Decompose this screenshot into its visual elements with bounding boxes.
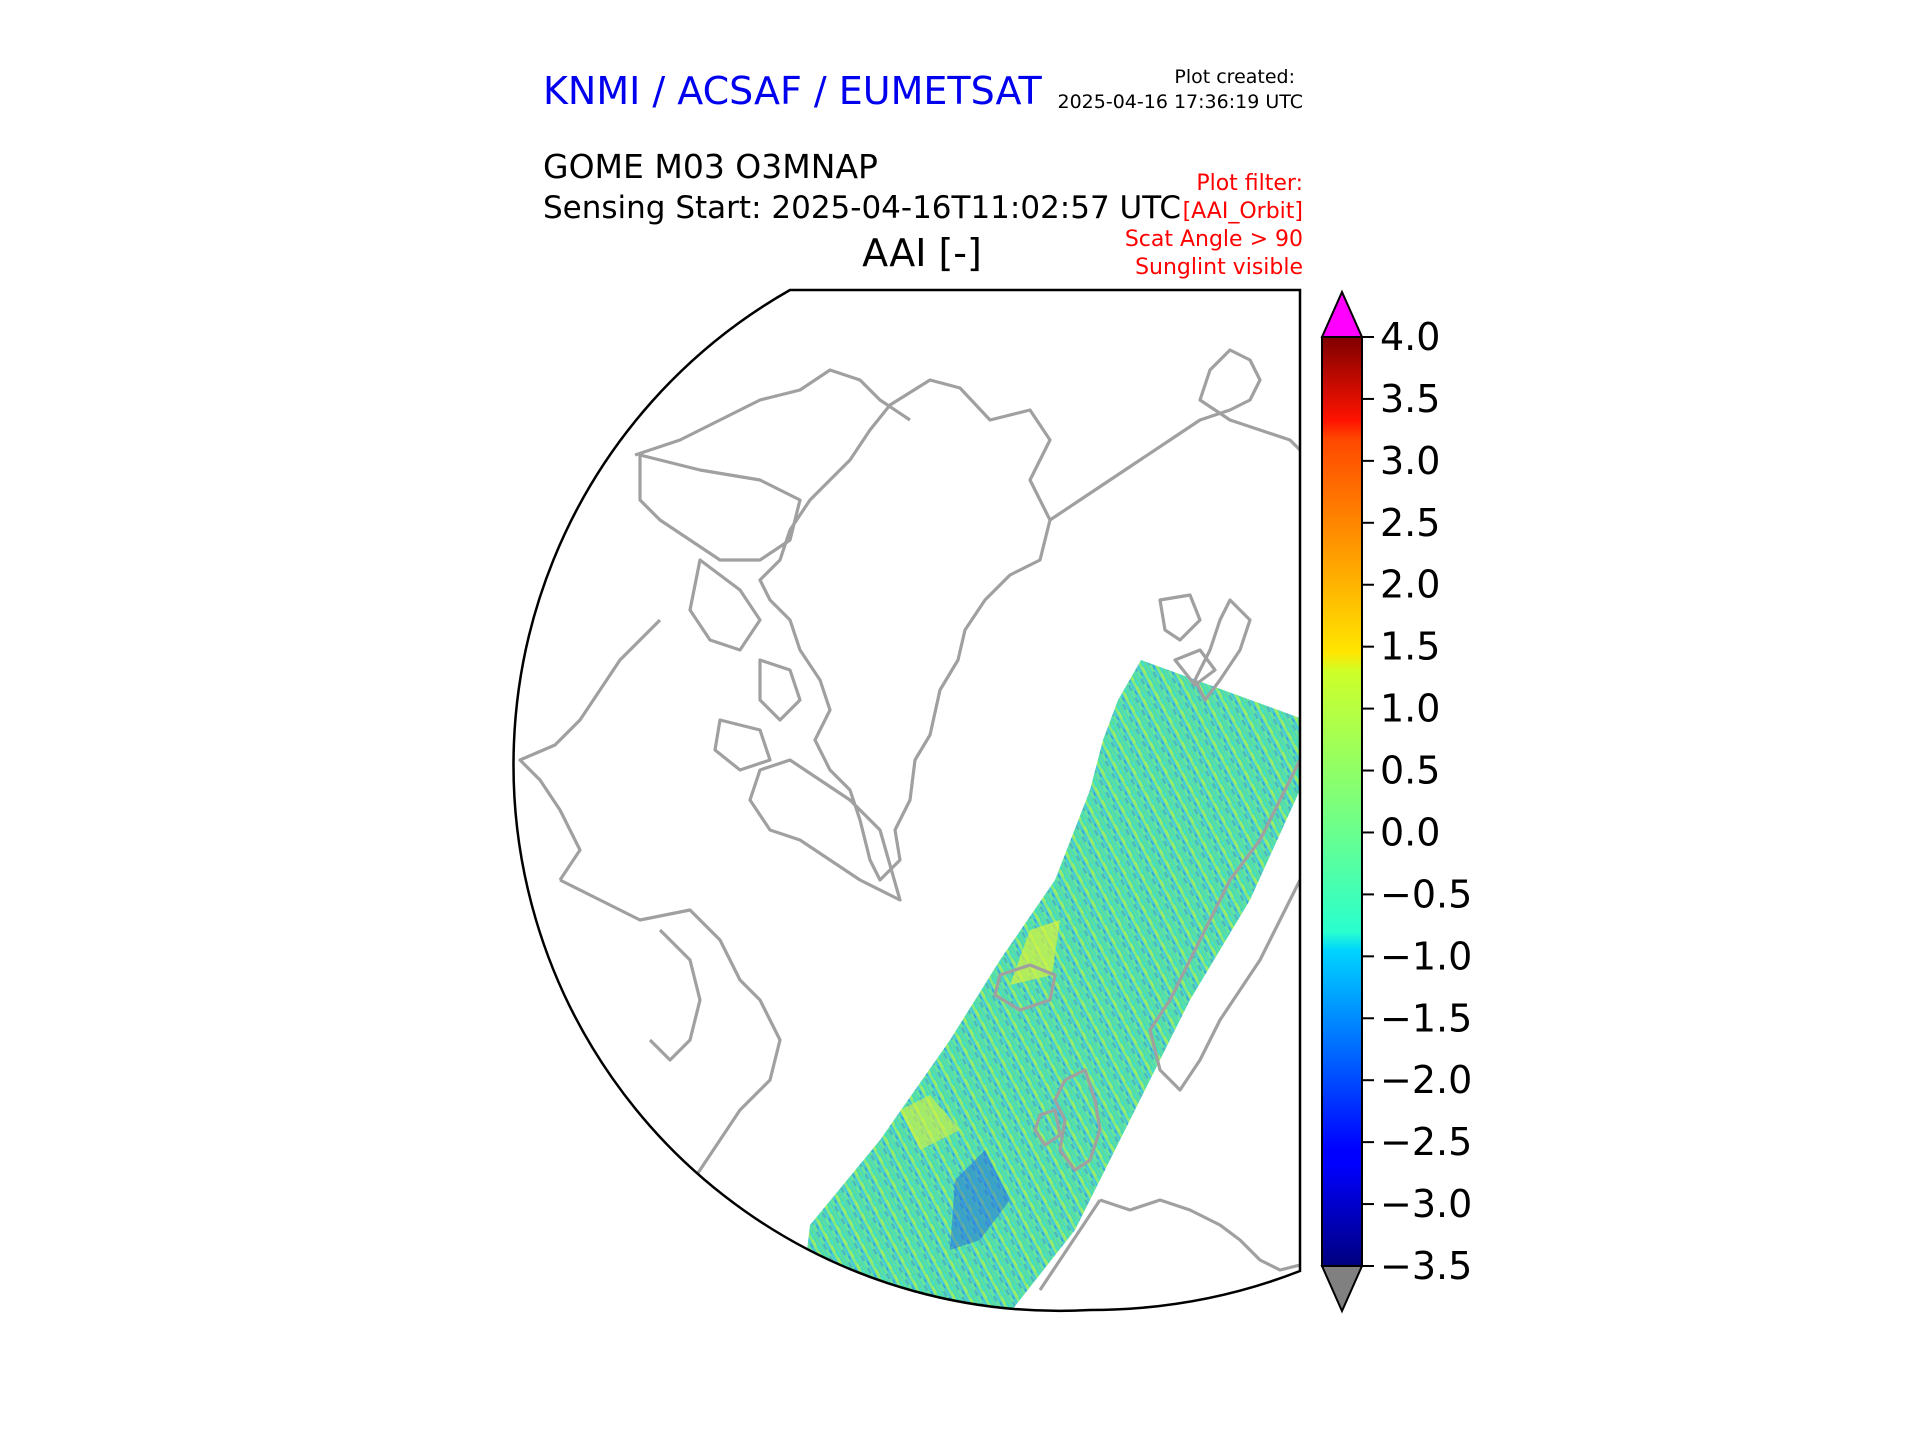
map-boundary bbox=[512, 288, 1302, 1313]
coastline-british-isles bbox=[1033, 1068, 1102, 1172]
map-area bbox=[518, 290, 1300, 1311]
colorbar-ticks: 4.0 3.5 3.0 2.5 2.0 1.5 1.0 0.5 0.0 −0.5 −1.0 −1.5 −… bbox=[1362, 315, 1472, 1288]
coastline-novaya-zemlya bbox=[1193, 598, 1252, 702]
product-name: GOME M03 O3MNAP bbox=[543, 147, 878, 186]
plot-filter-line: [AAI_Orbit] bbox=[1183, 199, 1303, 224]
coastline-scandinavia bbox=[1148, 759, 1300, 1092]
colorbar-under-arrow bbox=[1320, 1265, 1364, 1314]
colorbar-tick-label: −2.5 bbox=[1380, 1120, 1472, 1164]
colorbar-tick-label: 2.5 bbox=[1380, 501, 1440, 545]
colorbar-tick-label: −3.5 bbox=[1380, 1244, 1472, 1288]
plot-filter-title: Plot filter: bbox=[1196, 171, 1303, 196]
colorbar-tick-label: 2.0 bbox=[1380, 563, 1440, 607]
chart-title: AAI [-] bbox=[862, 231, 982, 275]
coastline-ellesmere bbox=[638, 453, 802, 562]
coastline-siberia bbox=[634, 348, 1300, 522]
colorbar-tick-label: 4.0 bbox=[1380, 315, 1440, 359]
plot-filter-line: Sunglint visible bbox=[1135, 255, 1303, 280]
colorbar-tick-label: 0.5 bbox=[1380, 749, 1440, 793]
colorbar-tick-label: −2.0 bbox=[1380, 1058, 1472, 1102]
coastline-iceland bbox=[993, 963, 1057, 1012]
plot-created-label: Plot created: bbox=[1174, 66, 1295, 88]
colorbar: 4.0 3.5 3.0 2.5 2.0 1.5 1.0 0.5 0.0 −0.5 −1.0 −1.5 −… bbox=[1320, 289, 1472, 1314]
coastlines bbox=[518, 348, 1300, 1291]
organization-title: KNMI / ACSAF / EUMETSAT bbox=[543, 69, 1043, 113]
coastline-hudson bbox=[648, 928, 702, 1062]
colorbar-frame bbox=[1321, 336, 1363, 1267]
colorbar-tick-label: 3.5 bbox=[1380, 377, 1440, 421]
colorbar-tick-label: 1.0 bbox=[1380, 687, 1440, 731]
sensing-start: Sensing Start: 2025-04-16T11:02:57 UTC bbox=[543, 190, 1181, 226]
colorbar-tick-label: −1.0 bbox=[1380, 934, 1472, 978]
coastline-svalbard bbox=[1158, 593, 1217, 687]
plot-filter-line: Scat Angle > 90 bbox=[1125, 227, 1303, 252]
plot-created-time: 2025-04-16 17:36:19 UTC bbox=[1058, 91, 1304, 113]
coastline-alaska bbox=[518, 618, 662, 881]
aai-swath-highlight bbox=[900, 1095, 960, 1150]
coastline-baffin bbox=[748, 758, 902, 902]
colorbar-gradient bbox=[1322, 337, 1362, 1266]
colorbar-over-arrow bbox=[1320, 289, 1364, 338]
colorbar-tick-label: −1.5 bbox=[1380, 996, 1472, 1040]
colorbar-tick-label: −3.0 bbox=[1380, 1182, 1472, 1226]
colorbar-tick-label: 1.5 bbox=[1380, 625, 1440, 669]
colorbar-tick-label: 3.0 bbox=[1380, 439, 1440, 483]
colorbar-tick-label: −0.5 bbox=[1380, 872, 1472, 916]
coastline-islands bbox=[688, 558, 802, 772]
coastline-europe bbox=[1038, 1198, 1300, 1291]
colorbar-tick-label: 0.0 bbox=[1380, 810, 1440, 854]
aai-swath-lowvalue bbox=[950, 1150, 1010, 1250]
